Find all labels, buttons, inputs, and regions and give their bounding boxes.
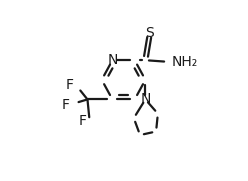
Text: F: F: [66, 78, 74, 92]
Text: S: S: [146, 26, 154, 41]
Text: N: N: [140, 92, 151, 106]
Text: NH₂: NH₂: [172, 55, 198, 69]
Text: N: N: [107, 53, 118, 67]
Text: F: F: [62, 98, 70, 112]
Text: F: F: [79, 114, 87, 128]
